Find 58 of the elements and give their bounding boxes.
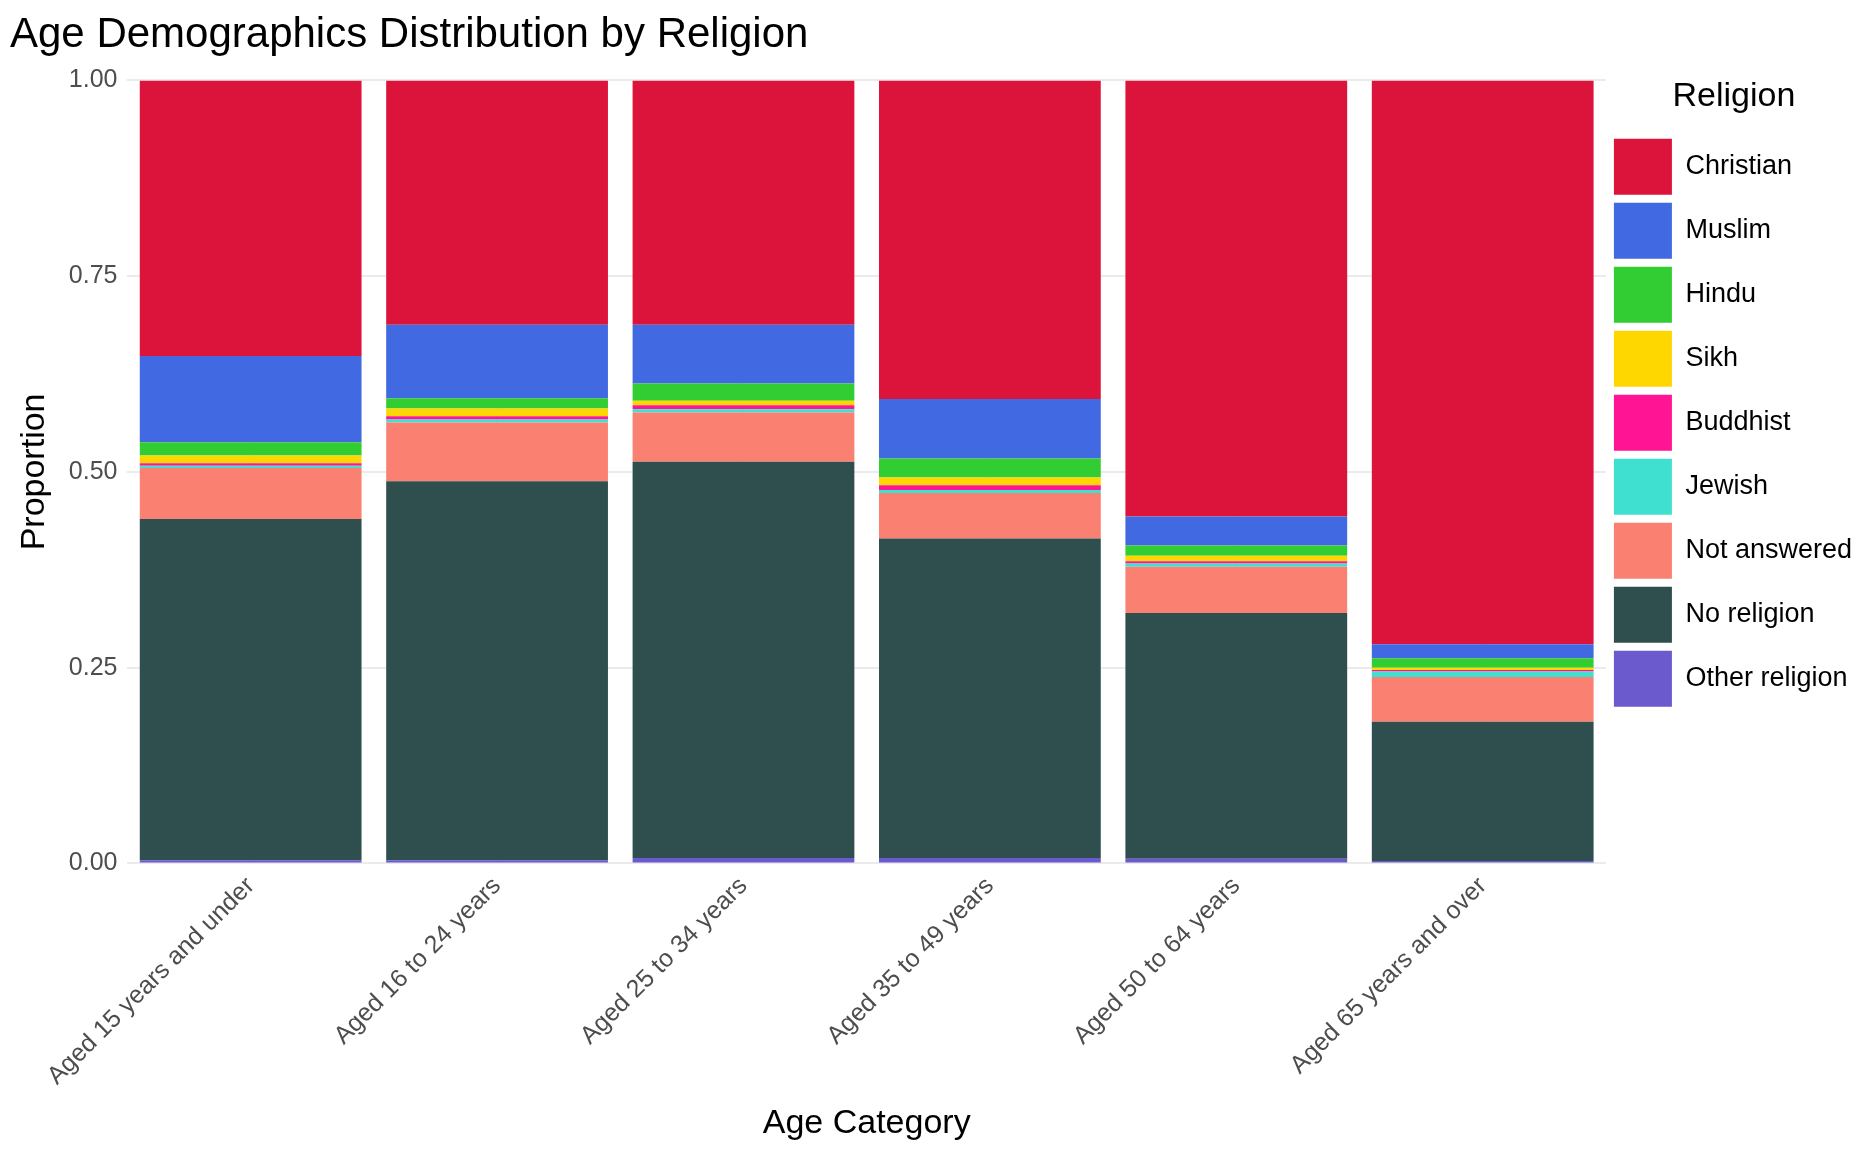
bar	[879, 489, 1101, 494]
bar	[632, 405, 855, 410]
legend-label: Buddhist	[1685, 406, 1791, 437]
bar	[879, 493, 1101, 539]
bar	[1371, 658, 1594, 668]
y-tick-label: 0.25	[68, 651, 118, 680]
bar	[139, 356, 362, 443]
bar	[1125, 566, 1348, 613]
bar	[386, 481, 608, 861]
bar	[1125, 80, 1348, 517]
legend-label: Jewish	[1685, 470, 1768, 501]
bar	[386, 860, 608, 863]
bar	[879, 80, 1101, 400]
legend-label: Other religion	[1685, 662, 1848, 693]
bar	[139, 80, 362, 357]
bar	[632, 461, 855, 858]
legend-label: Muslim	[1685, 214, 1771, 245]
legend-label: Hindu	[1685, 278, 1756, 309]
y-tick-label: 0.00	[68, 847, 118, 876]
bar	[386, 398, 608, 409]
bar	[386, 80, 608, 325]
y-tick-label: 0.75	[68, 260, 118, 289]
chart-title: Age Demographics Distribution by Religion	[10, 8, 809, 56]
y-axis-title: Proportion	[12, 393, 51, 551]
bar	[632, 80, 855, 325]
bar	[879, 399, 1101, 459]
legend-label: No religion	[1685, 598, 1815, 629]
bar	[879, 538, 1101, 858]
bar	[1371, 644, 1594, 659]
bar	[632, 412, 855, 462]
bar	[632, 383, 855, 401]
bar	[386, 324, 608, 399]
y-tick-label: 0.50	[68, 455, 118, 484]
bar	[139, 518, 362, 861]
bar	[879, 485, 1101, 490]
bar	[632, 324, 855, 384]
bar	[632, 409, 855, 413]
legend-label: Not answered	[1685, 534, 1853, 565]
bar	[1125, 555, 1348, 562]
bar	[386, 422, 608, 482]
bar	[1371, 721, 1594, 862]
bar	[139, 442, 362, 456]
legend-label: Christian	[1685, 150, 1792, 181]
bar	[1371, 671, 1594, 678]
bar	[1125, 516, 1348, 546]
bar	[139, 455, 362, 464]
legend-title: Religion	[1672, 75, 1796, 114]
y-tick-label: 1.00	[68, 64, 118, 93]
bar	[139, 860, 362, 863]
bar	[1371, 677, 1594, 722]
bar	[879, 458, 1101, 478]
bar	[139, 468, 362, 519]
x-axis-title: Age Category	[762, 1101, 971, 1140]
bar	[879, 477, 1101, 486]
bar	[1125, 545, 1348, 556]
bar	[1371, 80, 1594, 645]
legend-label: Sikh	[1685, 342, 1738, 373]
bar	[1125, 612, 1348, 859]
